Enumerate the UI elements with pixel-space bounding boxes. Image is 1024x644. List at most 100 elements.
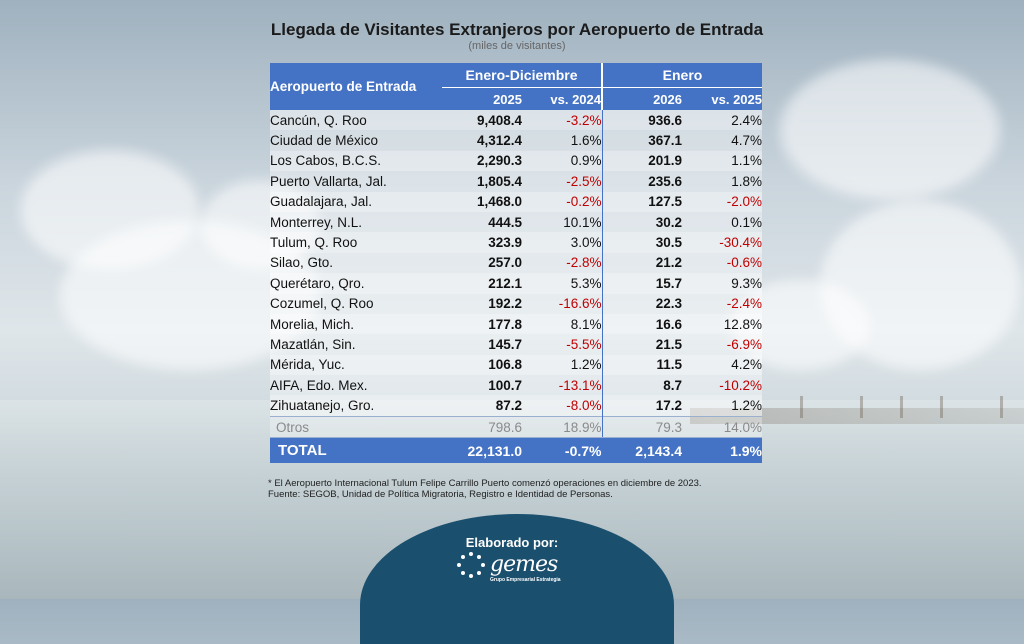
col-vs-2025: vs. 2025 bbox=[682, 87, 762, 110]
value-2026: 235.6 bbox=[601, 171, 682, 192]
value-2025: 1,805.4 bbox=[442, 171, 522, 192]
value-2026: 21.5 bbox=[601, 334, 682, 355]
value-2025: 4,312.4 bbox=[442, 130, 522, 151]
total-row: TOTAL 22,131.0 -0.7% 2,143.4 1.9% bbox=[270, 437, 762, 464]
footnote-tulum: * El Aeropuerto Internacional Tulum Feli… bbox=[268, 478, 702, 489]
footnote-source: Fuente: SEGOB, Unidad de Política Migrat… bbox=[268, 489, 613, 500]
col-vs-2024: vs. 2024 bbox=[522, 87, 602, 110]
table-subheader-row: 2025 vs. 2024 2026 vs. 2025 bbox=[270, 87, 762, 110]
airport-name: Tulum, Q. Roo bbox=[270, 232, 442, 253]
pct-vs-2024: -0.7% bbox=[522, 437, 602, 464]
table-header-row: Aeropuerto de Entrada Enero-Diciembre En… bbox=[270, 63, 762, 110]
table-row: Mazatlán, Sin. 145.7 -5.5% 21.5 -6.9% bbox=[270, 334, 762, 355]
footnotes: * El Aeropuerto Internacional Tulum Feli… bbox=[268, 478, 702, 500]
value-2025: 2,290.3 bbox=[442, 150, 522, 172]
airport-name: Cozumel, Q. Roo bbox=[270, 293, 442, 314]
value-2025: 444.5 bbox=[442, 211, 522, 233]
gemes-logo: gemes Grupo Empresarial Estrategia bbox=[454, 550, 574, 584]
pct-vs-2025: 1.9% bbox=[682, 437, 762, 464]
pct-vs-2024: 1.2% bbox=[522, 354, 602, 376]
value-2026: 30.2 bbox=[601, 211, 682, 233]
airport-name: TOTAL bbox=[270, 437, 442, 464]
page-subtitle: (miles de visitantes) bbox=[468, 40, 566, 52]
table-row: Cozumel, Q. Roo 192.2 -16.6% 22.3 -2.4% bbox=[270, 293, 762, 314]
table-row: Puerto Vallarta, Jal. 1,805.4 -2.5% 235.6 1.… bbox=[270, 171, 762, 192]
table-row: Morelia, Mich. 177.8 8.1% 16.6 12.8% bbox=[270, 313, 762, 335]
value-2026: 2,143.4 bbox=[601, 437, 682, 464]
airport-name: Zihuatanejo, Gro. bbox=[270, 395, 442, 417]
col-group-enero: Enero bbox=[601, 63, 762, 88]
table-row: Querétaro, Qro. 212.1 5.3% 15.7 9.3% bbox=[270, 273, 762, 294]
value-2026: 79.3 bbox=[601, 415, 682, 439]
value-2026: 127.5 bbox=[601, 191, 682, 212]
pct-vs-2025: 1.2% bbox=[682, 395, 762, 417]
value-2025: 177.8 bbox=[442, 313, 522, 335]
pier bbox=[690, 408, 1024, 424]
otros-row: Otros 798.6 18.9% 79.3 14.0% bbox=[270, 415, 762, 439]
table-row: Los Cabos, B.C.S. 2,290.3 0.9% 201.9 1.1% bbox=[270, 150, 762, 172]
value-2026: 21.2 bbox=[601, 252, 682, 274]
value-2025: 87.2 bbox=[442, 395, 522, 417]
pct-vs-2025: 9.3% bbox=[682, 273, 762, 294]
pct-vs-2025: -0.6% bbox=[682, 252, 762, 274]
airport-name: Puerto Vallarta, Jal. bbox=[270, 171, 442, 192]
value-2025: 798.6 bbox=[442, 415, 522, 439]
value-2026: 936.6 bbox=[601, 110, 682, 131]
airport-name: Cancún, Q. Roo bbox=[270, 110, 442, 131]
value-2025: 100.7 bbox=[442, 375, 522, 396]
value-2025: 1,468.0 bbox=[442, 191, 522, 212]
pct-vs-2024: 1.6% bbox=[522, 130, 602, 151]
airport-name: Silao, Gto. bbox=[270, 252, 442, 274]
table-row: AIFA, Edo. Mex. 100.7 -13.1% 8.7 -10.2% bbox=[270, 375, 762, 396]
table-row: Monterrey, N.L. 444.5 10.1% 30.2 0.1% bbox=[270, 211, 762, 233]
pct-vs-2024: -5.5% bbox=[522, 334, 602, 355]
airport-name: AIFA, Edo. Mex. bbox=[270, 375, 442, 396]
pct-vs-2025: -6.9% bbox=[682, 334, 762, 355]
airport-name: Mérida, Yuc. bbox=[270, 354, 442, 376]
col-2026: 2026 bbox=[601, 87, 682, 110]
pct-vs-2024: -8.0% bbox=[522, 395, 602, 417]
airport-name: Los Cabos, B.C.S. bbox=[270, 150, 442, 172]
pct-vs-2025: 0.1% bbox=[682, 211, 762, 233]
value-2025: 212.1 bbox=[442, 273, 522, 294]
logo-wordmark: gemes bbox=[490, 552, 558, 577]
value-2025: 192.2 bbox=[442, 293, 522, 314]
table-row: Zihuatanejo, Gro. 87.2 -8.0% 17.2 1.2% bbox=[270, 395, 762, 417]
airport-name: Otros bbox=[270, 415, 442, 439]
airport-name: Monterrey, N.L. bbox=[270, 211, 442, 233]
airport-name: Querétaro, Qro. bbox=[270, 273, 442, 294]
pct-vs-2025: -10.2% bbox=[682, 375, 762, 396]
pct-vs-2025: -2.0% bbox=[682, 191, 762, 212]
pct-vs-2025: 2.4% bbox=[682, 110, 762, 131]
pct-vs-2024: 3.0% bbox=[522, 232, 602, 253]
airport-name: Morelia, Mich. bbox=[270, 313, 442, 335]
airport-name: Ciudad de México bbox=[270, 130, 442, 151]
pct-vs-2024: 10.1% bbox=[522, 211, 602, 233]
value-2026: 15.7 bbox=[601, 273, 682, 294]
value-2025: 323.9 bbox=[442, 232, 522, 253]
table-row: Silao, Gto. 257.0 -2.8% 21.2 -0.6% bbox=[270, 252, 762, 274]
pct-vs-2024: -16.6% bbox=[522, 293, 602, 314]
pct-vs-2025: 12.8% bbox=[682, 313, 762, 335]
pct-vs-2025: 14.0% bbox=[682, 415, 762, 439]
airport-name: Mazatlán, Sin. bbox=[270, 334, 442, 355]
pct-vs-2025: 4.7% bbox=[682, 130, 762, 151]
col-2025: 2025 bbox=[442, 87, 522, 110]
table-row: Tulum, Q. Roo 323.9 3.0% 30.5 -30.4% bbox=[270, 232, 762, 253]
value-2026: 22.3 bbox=[601, 293, 682, 314]
col-group-enero-diciembre: Enero-Diciembre bbox=[442, 63, 602, 88]
pct-vs-2025: 1.8% bbox=[682, 171, 762, 192]
pct-vs-2024: -13.1% bbox=[522, 375, 602, 396]
pct-vs-2025: -30.4% bbox=[682, 232, 762, 253]
pct-vs-2025: 1.1% bbox=[682, 150, 762, 172]
page-title: Llegada de Visitantes Extranjeros por Ae… bbox=[270, 20, 764, 39]
pct-vs-2025: -2.4% bbox=[682, 293, 762, 314]
pct-vs-2024: -2.8% bbox=[522, 252, 602, 274]
value-2026: 16.6 bbox=[601, 313, 682, 335]
value-2026: 367.1 bbox=[601, 130, 682, 151]
value-2025: 106.8 bbox=[442, 354, 522, 376]
value-2026: 11.5 bbox=[601, 354, 682, 376]
col-airport: Aeropuerto de Entrada bbox=[270, 63, 442, 110]
pct-vs-2025: 4.2% bbox=[682, 354, 762, 376]
arrivals-table: Aeropuerto de Entrada Enero-Diciembre En… bbox=[270, 63, 762, 464]
